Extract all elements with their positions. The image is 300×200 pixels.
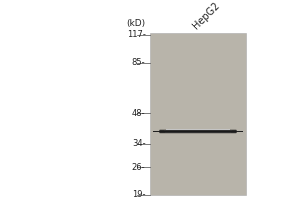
Text: HepG2: HepG2 [191, 1, 222, 31]
Text: 48-: 48- [132, 109, 146, 118]
FancyBboxPatch shape [159, 130, 237, 133]
Text: 19-: 19- [132, 190, 146, 199]
Text: 34-: 34- [132, 139, 146, 148]
Text: 117-: 117- [127, 30, 146, 39]
Text: (kD): (kD) [126, 19, 146, 28]
Text: 26-: 26- [132, 163, 146, 172]
Text: 85-: 85- [132, 58, 146, 67]
Bar [150, 33, 246, 195]
